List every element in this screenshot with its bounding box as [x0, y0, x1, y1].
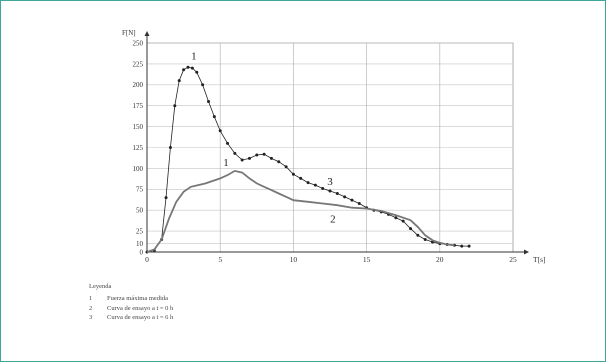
- curve-annotation: 3: [327, 176, 333, 188]
- y-tick-label: 250: [133, 39, 144, 47]
- y-tick-label: 75: [136, 186, 144, 194]
- data-point: [201, 83, 205, 87]
- legend-item-label: Curva de ensayo a t = 6 h: [107, 314, 174, 322]
- y-tick-label: 0: [140, 248, 144, 256]
- data-point: [255, 153, 259, 157]
- data-point: [190, 66, 194, 70]
- x-tick-label: 20: [436, 255, 444, 264]
- legend-item-number: 1: [89, 295, 93, 303]
- data-point: [195, 70, 199, 74]
- legend-item: 1 Fuerza máxima medida: [89, 294, 173, 304]
- data-point: [247, 156, 251, 160]
- data-point: [460, 244, 464, 248]
- y-tick-label: 125: [133, 144, 144, 152]
- data-point: [401, 219, 405, 223]
- data-point: [206, 100, 210, 104]
- data-point: [177, 79, 181, 83]
- data-point: [357, 202, 361, 206]
- data-point: [240, 158, 244, 162]
- legend-item: 3 Curva de ensayo a t = 6 h: [89, 313, 173, 323]
- x-tick-label: 0: [145, 255, 149, 264]
- y-axis-arrow: [144, 31, 150, 36]
- data-point: [343, 195, 347, 199]
- y-tick-label: 225: [133, 60, 144, 68]
- x-tick-label: 10: [290, 255, 298, 264]
- data-point: [299, 176, 303, 180]
- y-tick-label: 50: [136, 207, 144, 215]
- data-point: [168, 146, 172, 149]
- legend-item-number: 2: [89, 304, 93, 312]
- x-tick-label: 25: [509, 255, 517, 264]
- data-point: [277, 160, 281, 164]
- data-point: [394, 216, 398, 220]
- data-point: [306, 181, 310, 185]
- legend-item-label: Curva de ensayo a t = 0 h: [107, 304, 174, 312]
- legend-item: 2 Curva de ensayo a t = 0 h: [89, 304, 173, 314]
- data-point: [226, 141, 230, 145]
- x-tick-label: 15: [363, 255, 371, 264]
- data-point: [269, 156, 273, 160]
- y-tick-label: 150: [133, 123, 144, 131]
- legend-item-number: 3: [89, 314, 93, 322]
- data-point: [321, 186, 325, 190]
- x-axis-label: T[s]: [533, 255, 546, 264]
- x-axis-arrow: [524, 249, 529, 255]
- y-tick-label: 100: [133, 165, 144, 173]
- data-point: [212, 115, 216, 119]
- data-point: [409, 227, 413, 231]
- y-tick-label: 25: [136, 228, 144, 236]
- data-point: [233, 151, 237, 155]
- y-tick-label: 200: [133, 81, 144, 89]
- y-tick-label: 175: [133, 102, 144, 110]
- data-point: [218, 129, 222, 133]
- data-point: [350, 198, 354, 202]
- data-point: [182, 68, 186, 72]
- legend: Leyenda 1 Fuerza máxima medida 2 Curva d…: [89, 283, 173, 323]
- x-tick-label: 5: [218, 255, 222, 264]
- curve-annotation: 1: [191, 51, 197, 63]
- legend-title: Leyenda: [89, 283, 112, 290]
- data-point: [164, 196, 168, 200]
- y-axis-label: F[N]: [122, 29, 136, 37]
- series-line: [146, 169, 455, 253]
- y-tick-label: 10: [136, 240, 144, 248]
- data-point: [262, 152, 266, 156]
- data-point: [467, 244, 471, 248]
- data-point: [335, 191, 339, 195]
- data-point: [313, 183, 317, 187]
- legend-item-label: Fuerza máxima medida: [107, 295, 169, 303]
- data-point: [186, 65, 190, 69]
- data-point: [173, 104, 177, 108]
- data-point: [328, 189, 332, 193]
- curve-annotation: 2: [330, 214, 336, 226]
- data-point: [284, 165, 288, 169]
- data-point: [291, 172, 295, 176]
- data-point: [416, 233, 420, 237]
- data-point: [423, 237, 427, 241]
- curve-annotation: 1: [223, 157, 229, 169]
